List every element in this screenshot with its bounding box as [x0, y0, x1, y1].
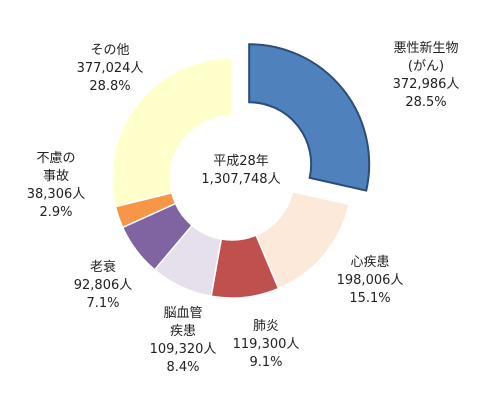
center-label: 平成28年 1,307,748人 [201, 153, 280, 189]
slice-name-line: 肺炎 [252, 319, 280, 334]
slice-name-line: 脳血管 [163, 306, 203, 321]
slice-name-line: 悪性新生物 [393, 41, 459, 56]
slice-value-label: 38,306人 [26, 187, 86, 202]
slice-name-line: 心疾患 [350, 255, 390, 270]
slice-percent-label: 28.5% [405, 95, 447, 110]
center-label-total: 1,307,748人 [201, 172, 281, 187]
donut-slice-cancer [248, 43, 371, 192]
slice-percent-label: 2.9% [39, 205, 73, 220]
slice-percent-label: 9.1% [249, 355, 283, 370]
slice-value-label: 109,320人 [149, 342, 217, 357]
slice-value-label: 119,300人 [232, 337, 300, 352]
slice-label-heart: 心疾患 198,006人 15.1% [337, 254, 404, 308]
donut-slice-other [111, 57, 233, 208]
slice-name-line: 不慮の [36, 151, 76, 166]
slice-name-line: (がん) [407, 59, 445, 74]
slice-label-senility: 老衰 92,806人 7.1% [74, 259, 133, 313]
slice-label-accident: 不慮の 事故 38,306人 2.9% [27, 150, 86, 222]
slice-percent-label: 8.4% [166, 360, 200, 375]
slice-label-other: その他 377,024人 28.8% [77, 42, 144, 96]
slice-label-cancer: 悪性新生物 (がん) 372,986人 28.5% [393, 40, 460, 112]
slice-percent-label: 15.1% [349, 291, 391, 306]
slice-value-label: 377,024人 [76, 61, 144, 76]
slice-name-line: 疾患 [169, 324, 197, 339]
slice-label-pneumonia: 肺炎 119,300人 9.1% [233, 318, 300, 372]
center-label-year: 平成28年 [213, 154, 269, 169]
slice-label-cerebrovascular: 脳血管 疾患 109,320人 8.4% [150, 305, 217, 377]
slice-name-line: 老衰 [89, 260, 116, 275]
slice-name-line: 事故 [42, 169, 69, 184]
slice-name-line: その他 [90, 43, 130, 58]
slice-value-label: 198,006人 [336, 273, 404, 288]
slice-value-label: 372,986人 [392, 77, 460, 92]
slice-value-label: 92,806人 [73, 278, 133, 293]
slice-percent-label: 7.1% [86, 296, 120, 311]
slice-percent-label: 28.8% [89, 79, 131, 94]
